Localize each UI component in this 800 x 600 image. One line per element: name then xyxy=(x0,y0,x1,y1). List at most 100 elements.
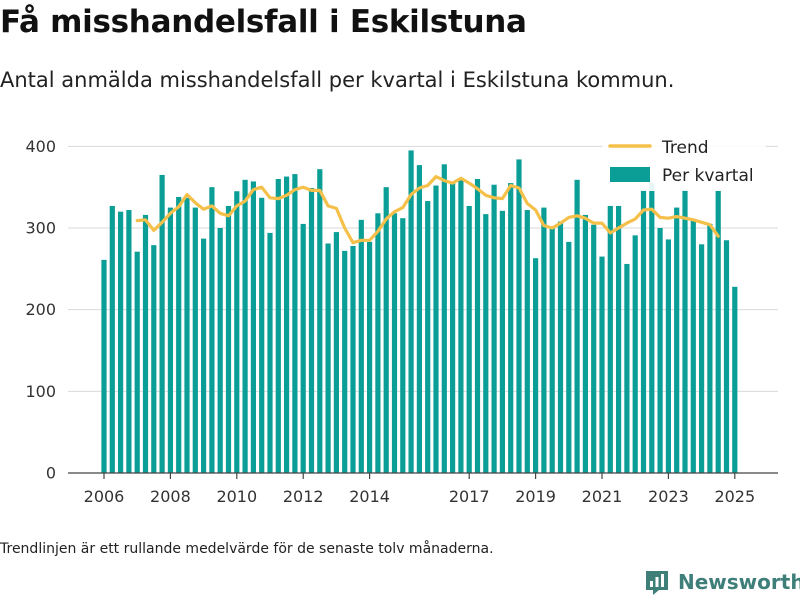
bar xyxy=(134,251,140,473)
bar xyxy=(333,232,339,473)
bar xyxy=(508,183,514,474)
bar xyxy=(358,219,364,473)
trend-line xyxy=(135,175,720,245)
bar xyxy=(516,159,522,473)
bar xyxy=(499,210,505,473)
bar xyxy=(101,259,107,473)
x-tick-label: 2017 xyxy=(449,487,490,506)
bar xyxy=(541,207,547,474)
bar xyxy=(674,207,680,474)
bar xyxy=(209,187,215,473)
y-tick-label: 0 xyxy=(46,464,56,483)
bar xyxy=(225,205,232,473)
y-tick-label: 200 xyxy=(25,300,56,319)
bar xyxy=(159,174,165,473)
bar xyxy=(234,191,240,473)
bar xyxy=(582,214,588,473)
bar xyxy=(533,258,539,473)
bar xyxy=(416,165,422,473)
bar xyxy=(142,214,149,473)
bar xyxy=(176,196,182,473)
bar xyxy=(292,174,298,473)
newsworthy-logo-icon xyxy=(646,571,668,595)
chart-title: Få misshandelsfall i Eskilstuna xyxy=(0,4,527,40)
bar xyxy=(367,241,373,473)
brand-name: Newsworthy xyxy=(678,570,800,594)
x-tick-label: 2012 xyxy=(283,487,324,506)
bar xyxy=(201,238,207,473)
bar xyxy=(242,179,248,474)
bar xyxy=(732,286,738,473)
x-tick-label: 2010 xyxy=(216,487,257,506)
x-tick-label: 2008 xyxy=(150,487,191,506)
bar xyxy=(557,221,564,473)
bar xyxy=(350,245,356,473)
legend-label-bars: Per kvartal xyxy=(662,166,754,186)
x-tick-label: 2021 xyxy=(582,487,623,506)
x-tick-label: 2006 xyxy=(84,487,125,506)
x-tick-label: 2019 xyxy=(515,487,556,506)
bar xyxy=(574,179,580,474)
bar xyxy=(126,210,132,474)
bar xyxy=(284,176,290,474)
bar xyxy=(317,169,323,473)
bar xyxy=(665,239,671,473)
bar xyxy=(325,243,331,473)
bar xyxy=(167,207,173,474)
brand[interactable]: Newsworthy xyxy=(644,568,800,596)
bar xyxy=(682,189,688,473)
bar xyxy=(375,213,381,474)
bar xyxy=(109,205,115,473)
bar xyxy=(391,213,398,474)
y-tick-label: 300 xyxy=(25,219,56,238)
bar xyxy=(566,241,572,473)
bar xyxy=(607,205,613,473)
bar xyxy=(483,214,489,473)
bar xyxy=(184,197,190,474)
bar xyxy=(400,218,406,473)
bar xyxy=(715,190,721,473)
bar xyxy=(549,227,555,473)
bar xyxy=(657,228,663,473)
bar xyxy=(591,224,597,473)
bar xyxy=(300,223,306,473)
bar xyxy=(408,150,414,473)
bar xyxy=(707,223,713,473)
bar xyxy=(458,179,464,473)
bar xyxy=(308,187,315,473)
bar xyxy=(450,183,456,474)
bar xyxy=(649,183,655,474)
bar xyxy=(425,201,431,474)
bar xyxy=(441,164,447,474)
bar xyxy=(690,220,696,473)
bar xyxy=(267,232,273,473)
x-tick-label: 2025 xyxy=(714,487,755,506)
bar xyxy=(699,244,705,473)
y-tick-label: 400 xyxy=(25,137,56,156)
bar xyxy=(217,228,223,473)
bar xyxy=(466,205,472,473)
bar xyxy=(723,240,730,473)
legend-label-trend: Trend xyxy=(661,138,709,158)
bar xyxy=(342,250,348,473)
bar xyxy=(383,187,389,473)
bar xyxy=(632,235,638,473)
bar xyxy=(192,207,198,474)
bar xyxy=(259,197,265,474)
bar xyxy=(474,179,481,473)
bar xyxy=(599,256,605,473)
bar xyxy=(640,189,647,473)
x-tick-label: 2014 xyxy=(349,487,390,506)
bar xyxy=(433,185,439,474)
bar xyxy=(151,245,157,473)
y-tick-label: 100 xyxy=(25,382,56,401)
bar xyxy=(524,210,530,474)
bar xyxy=(491,184,497,473)
bar xyxy=(616,205,622,473)
x-tick-label: 2023 xyxy=(648,487,689,506)
bar xyxy=(275,179,281,473)
chart-subtitle: Antal anmälda misshandelsfall per kvarta… xyxy=(0,68,675,92)
bar xyxy=(624,263,630,473)
legend-swatch-bars xyxy=(610,167,650,182)
